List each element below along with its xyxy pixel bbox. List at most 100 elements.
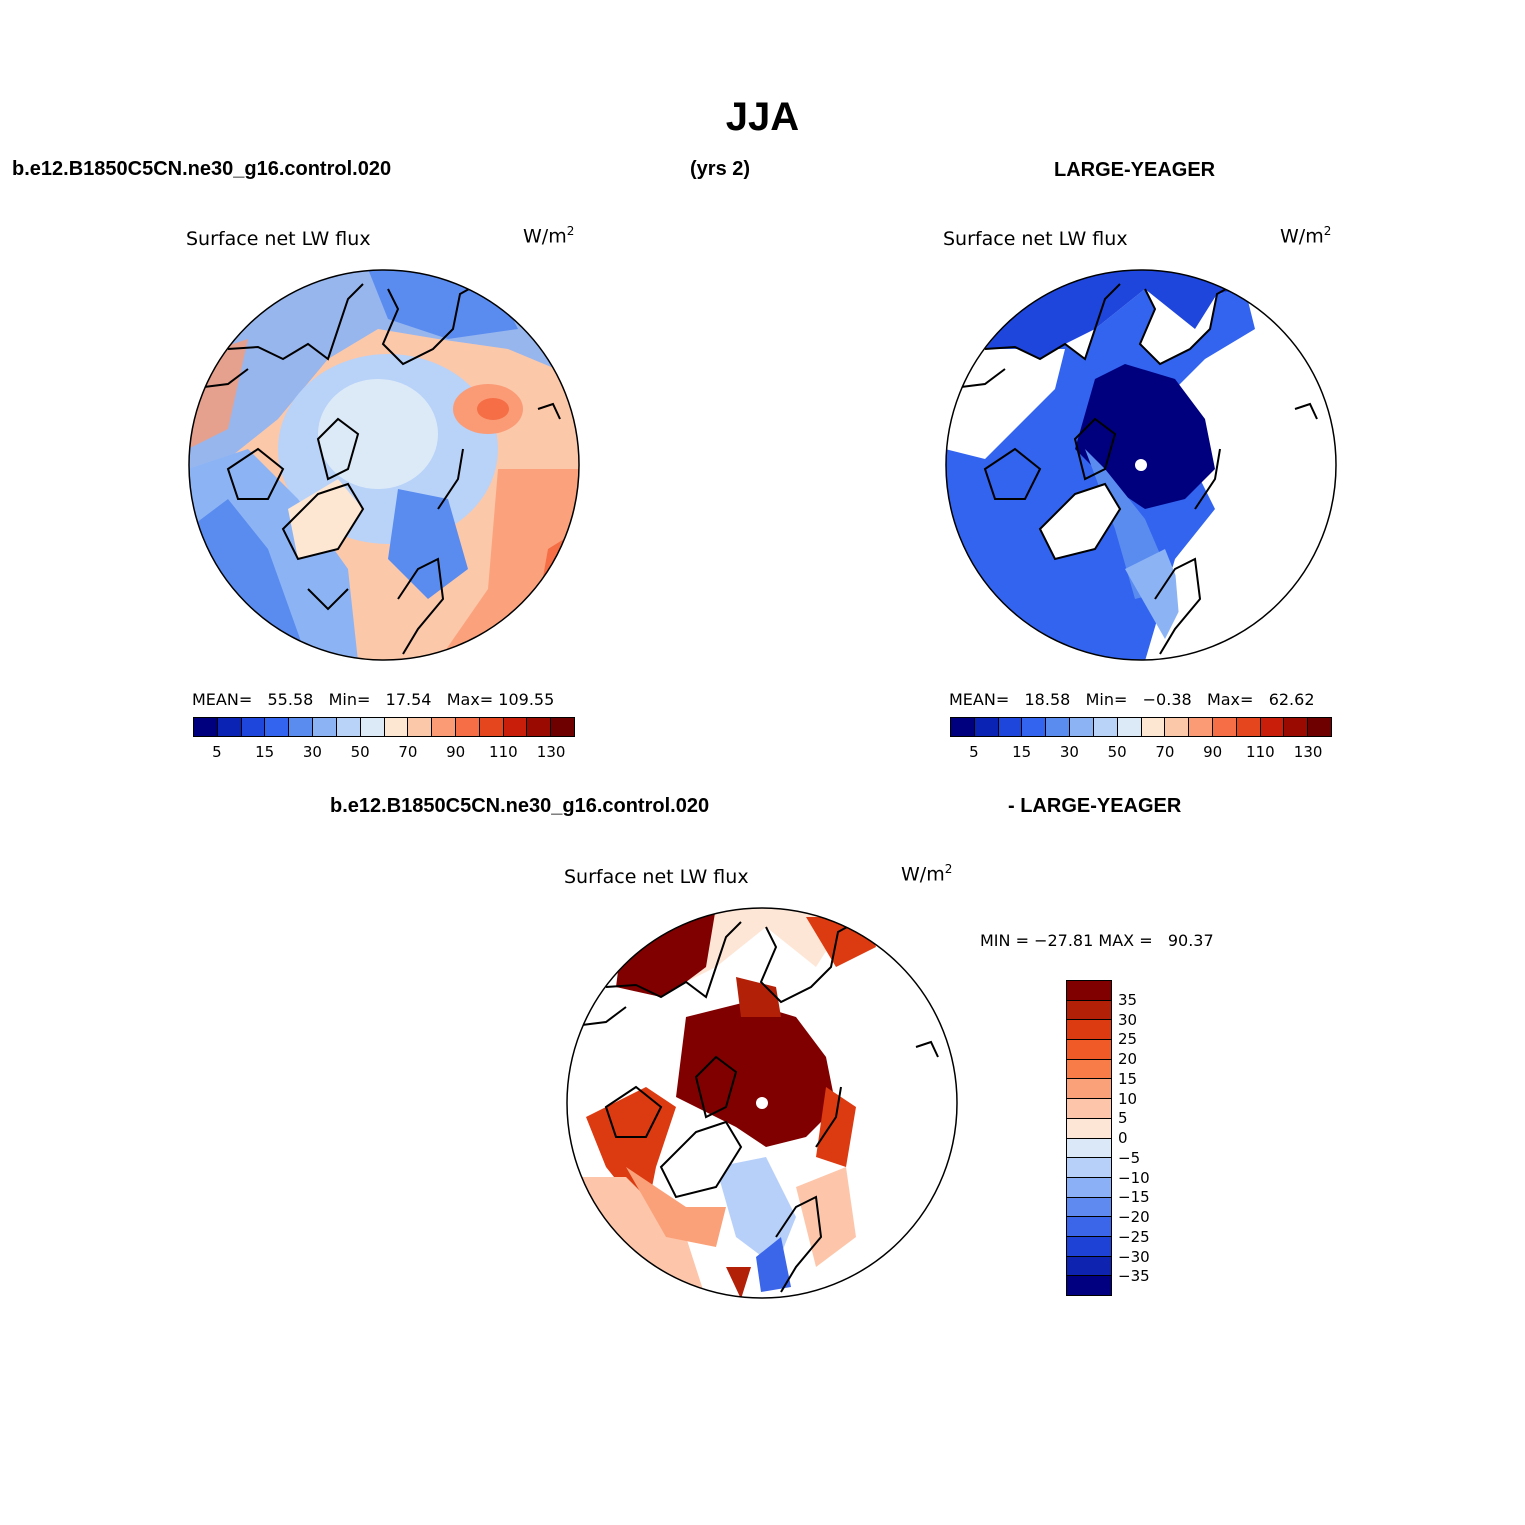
- colorbar-swatch: [1308, 718, 1331, 736]
- colorbar-swatch: [1067, 1040, 1111, 1060]
- colorbar-swatch: [1067, 1000, 1111, 1021]
- colorbar-tick-label: 5: [212, 743, 222, 761]
- colorbar-swatch: [1189, 718, 1213, 736]
- colorbar-swatch: [974, 718, 999, 736]
- colorbar-tick-label: 30: [302, 743, 322, 761]
- colorbar-swatch: [1067, 1020, 1111, 1041]
- colorbar-swatch: [1117, 718, 1142, 736]
- colorbar-tick-label: 130: [1293, 743, 1323, 761]
- colorbar-swatch: [336, 718, 361, 736]
- years-label: (yrs 2): [690, 158, 751, 180]
- colorbar-tick-label: 20: [1118, 1050, 1138, 1068]
- colorbar-swatch: [503, 718, 528, 736]
- colorbar-swatch: [217, 718, 242, 736]
- colorbar-tick-label: −35: [1118, 1267, 1150, 1286]
- colorbar-swatch: [1067, 1276, 1111, 1295]
- colorbar-swatch: [1067, 1138, 1111, 1159]
- colorbar-tick-label: 110: [489, 743, 518, 761]
- colorbar-tick-label: −15: [1118, 1188, 1150, 1207]
- colorbar-swatch: [1067, 1059, 1111, 1080]
- colorbar-swatch: [1070, 718, 1094, 736]
- colorbar-swatch: [1067, 1177, 1111, 1198]
- colorbar-tick-label: 15: [1012, 743, 1032, 761]
- colorbar-swatch: [455, 718, 480, 736]
- panel3-stats: MIN = −27.81 MAX = 90.37: [980, 931, 1214, 950]
- colorbar-swatch: [313, 718, 337, 736]
- colorbar-tick-label: 110: [1246, 743, 1275, 761]
- colorbar-tick-label: 35: [1118, 990, 1138, 1009]
- colorbar-swatch: [1212, 718, 1237, 736]
- colorbar-swatch: [194, 718, 218, 736]
- colorbar-tick-label: 15: [1118, 1069, 1138, 1088]
- diff-obs-name-label: - LARGE-YEAGER: [1008, 795, 1182, 817]
- panel2-units: W/m2: [1280, 224, 1332, 248]
- colorbar-tick-label: 30: [1118, 1010, 1138, 1029]
- colorbar-tick-label: 25: [1118, 1030, 1138, 1049]
- panel2-map: [945, 269, 1337, 661]
- panel1-units: W/m2: [523, 224, 575, 248]
- panel2-colorbar: [950, 717, 1332, 737]
- obs-name-label: LARGE-YEAGER: [1054, 159, 1216, 181]
- colorbar-swatch: [1067, 1217, 1111, 1237]
- colorbar-swatch: [1093, 718, 1118, 736]
- figure-title: JJA: [725, 95, 800, 139]
- colorbar-swatch: [408, 718, 433, 736]
- colorbar-swatch: [951, 718, 975, 736]
- colorbar-tick-label: −20: [1118, 1208, 1150, 1226]
- colorbar-swatch: [360, 718, 385, 736]
- panel1-colorbar: [193, 717, 575, 737]
- colorbar-tick-label: 10: [1118, 1089, 1138, 1108]
- colorbar-swatch: [1260, 718, 1285, 736]
- colorbar-swatch: [265, 718, 290, 736]
- panel1-map: [188, 269, 580, 661]
- colorbar-tick-label: 15: [255, 743, 275, 761]
- panel3-colorbar-labels: 35 30 25 20 15 10 5 0 −5 −10 −15 −20 −25 −30 −35: [1118, 980, 1178, 1296]
- colorbar-tick-label: 130: [536, 743, 566, 761]
- colorbar-swatch: [1284, 718, 1309, 736]
- panel3-title: Surface net LW flux: [564, 866, 749, 888]
- colorbar-tick-label: 50: [350, 743, 370, 761]
- colorbar-tick-label: 70: [1155, 743, 1175, 761]
- colorbar-tick-label: 90: [1203, 743, 1223, 761]
- colorbar-tick-label: 0: [1118, 1129, 1128, 1147]
- colorbar-tick-label: 50: [1107, 743, 1127, 761]
- colorbar-swatch: [241, 718, 266, 736]
- colorbar-tick-label: −25: [1118, 1227, 1150, 1246]
- colorbar-swatch: [1236, 718, 1261, 736]
- colorbar-swatch: [479, 718, 504, 736]
- colorbar-tick-label: 90: [446, 743, 466, 761]
- colorbar-swatch: [1067, 1118, 1111, 1139]
- colorbar-tick-label: −5: [1118, 1148, 1141, 1167]
- colorbar-swatch: [1067, 1197, 1111, 1218]
- diff-case-name-label: b.e12.B1850C5CN.ne30_g16.control.020: [330, 795, 710, 817]
- colorbar-tick-label: −30: [1118, 1247, 1150, 1266]
- colorbar-swatch: [1141, 718, 1166, 736]
- colorbar-tick-label: 5: [1118, 1109, 1128, 1128]
- colorbar-swatch: [1067, 1079, 1111, 1100]
- colorbar-tick-label: −10: [1118, 1168, 1150, 1187]
- colorbar-swatch: [384, 718, 409, 736]
- panel2-stats: MEAN= 18.58 Min= −0.38 Max= 62.62: [949, 690, 1315, 709]
- colorbar-swatch: [1165, 718, 1190, 736]
- panel1-title: Surface net LW flux: [186, 228, 371, 250]
- colorbar-swatch: [551, 718, 574, 736]
- panel3-colorbar: [1066, 980, 1112, 1296]
- panel2-colorbar-labels: 5 15 30 50 70 90 110 130: [950, 743, 1332, 763]
- colorbar-swatch: [527, 718, 552, 736]
- colorbar-swatch: [1067, 1256, 1111, 1277]
- colorbar-swatch: [1067, 1099, 1111, 1119]
- colorbar-tick-label: 5: [969, 743, 979, 761]
- colorbar-swatch: [1046, 718, 1071, 736]
- colorbar-tick-label: 70: [398, 743, 418, 761]
- panel1-colorbar-labels: 5 15 30 50 70 90 110 130: [193, 743, 575, 763]
- colorbar-swatch: [1067, 981, 1111, 1001]
- colorbar-swatch: [1067, 1158, 1111, 1178]
- case-name-label: b.e12.B1850C5CN.ne30_g16.control.020: [12, 158, 392, 180]
- panel1-stats: MEAN= 55.58 Min= 17.54 Max= 109.55: [192, 690, 555, 709]
- colorbar-swatch: [1067, 1236, 1111, 1257]
- colorbar-swatch: [432, 718, 456, 736]
- colorbar-swatch: [998, 718, 1023, 736]
- panel2-title: Surface net LW flux: [943, 228, 1128, 250]
- colorbar-swatch: [289, 718, 314, 736]
- colorbar-tick-label: 30: [1059, 743, 1079, 761]
